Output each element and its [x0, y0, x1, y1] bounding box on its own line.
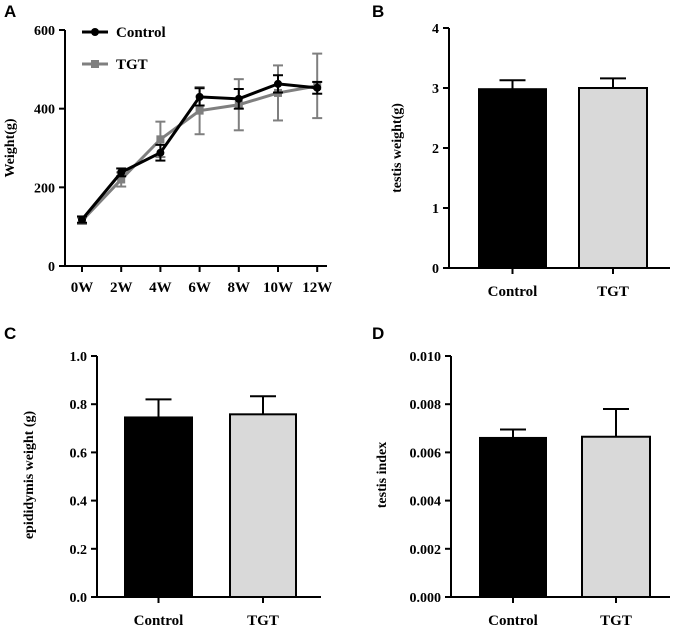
panel-d-label: D: [372, 324, 384, 343]
panel-c-y-tick-label: 0.8: [70, 398, 88, 413]
panel-d-tick-labels: 0.000 0.002 0.004 0.006 0.008 0.010 Control TGT: [410, 350, 632, 629]
panel-a-x-tick-label: 0W: [71, 280, 94, 296]
panel-b-y-axis-title: testis weight(g): [390, 103, 405, 193]
panel-d-x-tick-label: TGT: [600, 613, 632, 629]
panel-b-x-tick-label: Control: [488, 284, 538, 300]
panel-c-y-tick-label: 0.0: [70, 591, 88, 606]
panel-c-x-tick-label: TGT: [247, 613, 279, 629]
panel-a-x-tick-label: 2W: [110, 280, 133, 296]
panel-d-y-tick-label: 0.002: [410, 543, 442, 558]
series-tgt-point: [117, 175, 126, 184]
panel-d-y-tick-label: 0.008: [410, 398, 442, 413]
bar-control: [479, 436, 547, 598]
panel-a-x-tick-label: 8W: [228, 280, 251, 296]
panel-b-testis-weight-bar-chart: B testis weight(g) 0 1 2 3 4 Control TGT: [372, 2, 670, 300]
panel-b-label: B: [372, 2, 384, 21]
series-control-point: [78, 215, 86, 224]
panel-c-y-tick-label: 0.4: [70, 495, 88, 510]
series-control-point: [274, 79, 282, 88]
panel-c-epididymis-weight-bar-chart: C epididymis weight (g) 0.0 0.2 0.4 0.6 0.8 1…: [4, 324, 321, 629]
legend-tgt-marker: [91, 60, 99, 68]
panel-d-y-tick-label: 0.006: [410, 446, 442, 461]
panel-a-x-tick-label: 10W: [263, 280, 293, 296]
bar-tgt: [229, 413, 297, 598]
series-tgt-point: [195, 106, 204, 115]
panel-a-y-tick-label: 0: [48, 260, 55, 275]
legend-control-marker: [91, 28, 99, 36]
bar-control: [478, 88, 547, 269]
panel-d-y-axis-title: testis index: [375, 442, 390, 509]
series-control-point: [313, 83, 322, 92]
series-control-point: [195, 92, 204, 101]
panel-d-x-tick-label: Control: [488, 613, 538, 629]
panel-a-legend: Control TGT: [82, 25, 166, 73]
series-tgt-point: [156, 135, 165, 144]
legend-control-label: Control: [116, 25, 166, 41]
panel-a-axes: [59, 29, 327, 272]
panel-d-y-tick-label: 0.000: [410, 591, 442, 606]
panel-d-testis-index-bar-chart: D testis index 0.000 0.002 0.004 0.006 0.008…: [372, 324, 670, 629]
panel-a-series: [77, 52, 323, 225]
bar-tgt: [581, 435, 651, 598]
panel-b-y-tick-label: 4: [432, 22, 439, 37]
panel-b-tick-labels: 0 1 2 3 4 Control TGT: [432, 22, 629, 300]
panel-c-y-tick-label: 0.2: [70, 543, 88, 558]
panel-b-x-tick-label: TGT: [597, 284, 629, 300]
panel-b-y-tick-label: 2: [432, 142, 439, 157]
panel-d-y-tick-label: 0.010: [410, 350, 442, 365]
panel-b-bars: [478, 77, 648, 269]
panel-d-bars: [479, 408, 651, 598]
panel-c-label: C: [4, 324, 16, 343]
panel-c-tick-labels: 0.0 0.2 0.4 0.6 0.8 1.0 Control TGT: [70, 350, 279, 629]
panel-c-y-axis-title: epididymis weight (g): [22, 410, 37, 539]
panel-c-y-tick-label: 0.6: [70, 446, 88, 461]
panel-c-x-tick-label: Control: [134, 613, 184, 629]
panel-b-y-tick-label: 3: [432, 82, 439, 97]
panel-a-y-axis-title: Weight(g): [3, 118, 18, 177]
panel-c-y-tick-label: 1.0: [70, 350, 88, 365]
panel-c-bars: [124, 395, 297, 598]
bar-tgt: [578, 87, 648, 269]
panel-a-label: A: [4, 2, 16, 21]
panel-a-weight-line-chart: A Weight(g) 0 200 400 600 0W 2W 4W 6W 8W 10W 12W C…: [3, 2, 332, 296]
panel-a-x-tick-label: 12W: [302, 280, 332, 296]
panel-b-y-tick-label: 1: [432, 202, 439, 217]
series-control-point: [156, 148, 165, 157]
panel-a-x-tick-label: 6W: [188, 280, 211, 296]
legend-tgt-label: TGT: [116, 57, 148, 73]
panel-d-y-tick-label: 0.004: [410, 495, 442, 510]
panel-a-y-tick-label: 200: [34, 181, 55, 196]
panel-a-y-tick-label: 600: [34, 24, 55, 39]
panel-a-y-tick-label: 400: [34, 103, 55, 118]
bar-control: [124, 416, 193, 598]
panel-b-y-tick-label: 0: [432, 262, 439, 277]
panel-a-x-tick-label: 4W: [149, 280, 172, 296]
panel-a-tick-labels: 0 200 400 600 0W 2W 4W 6W 8W 10W 12W: [34, 24, 332, 296]
series-control-point: [117, 168, 126, 177]
series-control-point: [234, 94, 243, 103]
